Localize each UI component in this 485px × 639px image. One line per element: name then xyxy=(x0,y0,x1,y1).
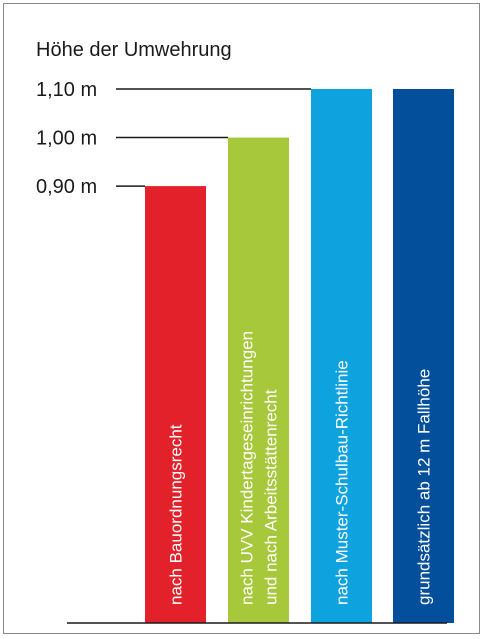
bar xyxy=(311,89,372,623)
y-tick-label: 0,90 m xyxy=(36,176,97,198)
bar-label: nach Muster-Schulbau-Richtlinie xyxy=(333,360,352,605)
y-axis-ticks: 0,90 m 1,00 m 1,10 m xyxy=(36,79,311,198)
bar-label: nach Bauordnungsrecht xyxy=(167,424,186,605)
bar-chart: Höhe der Umwehrung 0,90 m 1,00 m 1,10 m na… xyxy=(36,39,454,624)
bar xyxy=(228,137,289,623)
chart-frame: Höhe der Umwehrung 0,90 m 1,00 m 1,10 m na… xyxy=(3,3,480,634)
chart-title: Höhe der Umwehrung xyxy=(36,39,232,61)
bar xyxy=(145,186,206,623)
bar-label: nach UVV Kindertageseinrichtungen xyxy=(238,331,257,605)
y-tick-label: 1,10 m xyxy=(36,79,97,101)
bar xyxy=(393,89,454,623)
y-tick-label: 1,00 m xyxy=(36,128,97,150)
bar-label: grundsätzlich ab 12 m Fallhöhe xyxy=(415,369,434,605)
bars: nach Bauordnungsrecht nach UVV Kindertage… xyxy=(145,89,454,623)
bar-label: und nach Arbeitsstättenrecht xyxy=(262,389,281,605)
